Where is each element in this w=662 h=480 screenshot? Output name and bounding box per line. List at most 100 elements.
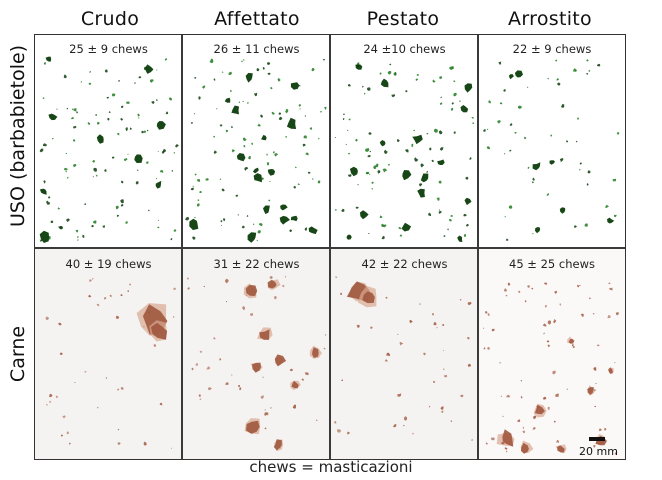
fragment bbox=[260, 395, 264, 399]
fragment bbox=[219, 124, 223, 127]
fragment bbox=[517, 105, 523, 109]
fragment bbox=[263, 205, 270, 215]
fragment bbox=[341, 379, 344, 381]
fragment bbox=[609, 287, 613, 291]
fragment bbox=[146, 161, 149, 164]
fragment bbox=[503, 89, 506, 92]
fragment bbox=[450, 107, 454, 111]
fragment bbox=[368, 132, 372, 135]
fragment bbox=[254, 92, 258, 97]
fragment bbox=[504, 447, 508, 450]
fragment bbox=[428, 212, 432, 217]
fragment bbox=[91, 225, 94, 228]
fragment bbox=[418, 183, 423, 187]
fragment bbox=[379, 72, 382, 75]
fragment bbox=[453, 92, 457, 97]
fragment bbox=[556, 78, 559, 81]
fragment bbox=[125, 221, 128, 224]
fragment bbox=[66, 431, 69, 435]
fragment bbox=[553, 319, 557, 324]
fragment bbox=[417, 188, 425, 198]
fragment bbox=[451, 102, 454, 105]
scale-bar bbox=[589, 437, 605, 441]
fragment bbox=[185, 216, 190, 221]
fragment bbox=[84, 371, 87, 373]
fragment bbox=[596, 344, 600, 347]
fragment bbox=[195, 363, 198, 366]
fragment bbox=[93, 167, 97, 172]
fragment bbox=[485, 442, 489, 445]
fragment bbox=[270, 407, 272, 409]
fragment bbox=[311, 67, 315, 72]
fragment bbox=[219, 358, 222, 361]
column-header-pestato: Pestato bbox=[366, 8, 440, 30]
fragment bbox=[509, 123, 513, 126]
fragment bbox=[77, 239, 79, 241]
fragment bbox=[432, 79, 436, 83]
fragment bbox=[588, 70, 591, 72]
fragment bbox=[267, 279, 277, 289]
fragment bbox=[245, 284, 258, 296]
fragment bbox=[156, 69, 158, 71]
fragment bbox=[603, 427, 607, 431]
fragment bbox=[440, 96, 443, 99]
fragment bbox=[95, 174, 98, 177]
fragment bbox=[148, 209, 150, 212]
fragment bbox=[80, 81, 82, 83]
fragment bbox=[253, 173, 262, 183]
fragment bbox=[46, 200, 51, 205]
fragment bbox=[73, 108, 77, 112]
fragment bbox=[295, 166, 297, 169]
fragment bbox=[89, 71, 92, 73]
fragment bbox=[438, 210, 442, 214]
panel-meat-arrostito: 45 ± 25 chews 20 mm bbox=[479, 249, 625, 459]
fragment bbox=[323, 347, 326, 350]
fragment bbox=[457, 235, 463, 242]
fragment bbox=[356, 62, 360, 65]
fragment bbox=[524, 136, 527, 140]
fragment bbox=[242, 137, 247, 141]
fragment bbox=[136, 169, 139, 171]
fragment bbox=[459, 100, 461, 102]
fragment bbox=[197, 179, 201, 182]
fragment bbox=[517, 419, 521, 422]
fragment bbox=[284, 276, 286, 278]
fragment bbox=[308, 226, 318, 235]
fragment bbox=[191, 367, 194, 371]
fragment bbox=[277, 77, 281, 82]
fragment bbox=[597, 63, 601, 67]
fragment bbox=[163, 337, 166, 340]
fragment bbox=[84, 203, 86, 205]
fragment bbox=[172, 316, 175, 318]
fragment bbox=[501, 441, 505, 445]
fragment bbox=[291, 380, 299, 389]
fragment bbox=[205, 178, 209, 181]
fragment bbox=[129, 283, 131, 286]
fragment bbox=[39, 239, 43, 243]
fragment bbox=[152, 326, 155, 329]
fragment bbox=[164, 58, 168, 61]
fragment bbox=[243, 145, 246, 148]
fragment bbox=[532, 162, 541, 171]
fragment bbox=[285, 108, 289, 114]
fragment bbox=[219, 178, 222, 180]
fragment bbox=[382, 168, 387, 173]
row-header-uso-barbabietole: USO (barbabietole) bbox=[7, 44, 29, 227]
fragment bbox=[465, 176, 469, 180]
fragment bbox=[439, 209, 441, 211]
fragment bbox=[347, 129, 349, 132]
fragment bbox=[508, 205, 513, 209]
fragment bbox=[381, 223, 385, 227]
fragment bbox=[467, 301, 472, 306]
fragment bbox=[324, 106, 327, 110]
fragment bbox=[616, 132, 620, 135]
fragment bbox=[484, 311, 488, 314]
fragment bbox=[102, 225, 105, 228]
fragment bbox=[75, 229, 79, 233]
fragment bbox=[126, 101, 130, 104]
fragment bbox=[264, 412, 269, 416]
fragment bbox=[189, 218, 199, 231]
fragment bbox=[533, 415, 537, 420]
fragment bbox=[397, 139, 400, 142]
fragment bbox=[311, 178, 314, 180]
